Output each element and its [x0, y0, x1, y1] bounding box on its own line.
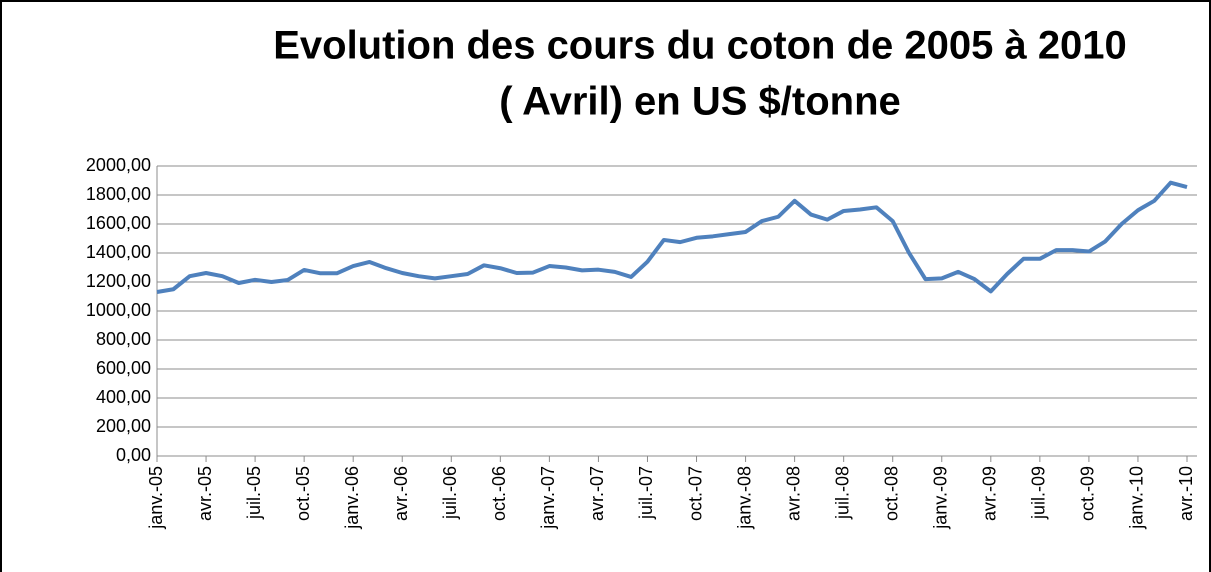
y-tick-label: 1200,00 — [86, 271, 151, 291]
x-tick-label: avr.-08 — [783, 466, 803, 521]
x-tick-label: oct.-06 — [489, 466, 509, 521]
x-tick-label: janv.-10 — [1127, 466, 1147, 530]
y-tick-label: 200,00 — [96, 416, 151, 436]
x-tick-label: juil.-06 — [440, 466, 460, 520]
y-tick-label: 1000,00 — [86, 300, 151, 320]
y-tick-label: 400,00 — [96, 387, 151, 407]
x-tick-label: janv.-09 — [931, 466, 951, 530]
x-tick-label: janv.-05 — [146, 466, 166, 530]
x-tick-label: juil.-09 — [1029, 466, 1049, 520]
y-tick-label: 0,00 — [116, 445, 151, 465]
x-tick-label: juil.-07 — [636, 466, 656, 520]
x-tick-label: juil.-08 — [832, 466, 852, 520]
line-series — [156, 180, 1188, 294]
x-tick-label: avr.-09 — [980, 466, 1000, 521]
x-tick-label: avr.-07 — [587, 466, 607, 521]
x-tick-label: oct.-09 — [1078, 466, 1098, 521]
x-tick-label: janv.-08 — [734, 466, 754, 530]
x-tick-label: juil.-05 — [244, 466, 264, 520]
x-tick-label: avr.-06 — [391, 466, 411, 521]
y-tick-label: 1400,00 — [86, 242, 151, 262]
y-tick-label: 1600,00 — [86, 213, 151, 233]
x-tick-label: oct.-08 — [881, 466, 901, 521]
chart-title: Evolution des cours du coton de 2005 à 2… — [273, 24, 1127, 68]
x-tick-label: janv.-06 — [342, 466, 362, 530]
y-tick-label: 2000,00 — [86, 155, 151, 175]
x-tick-label: oct.-05 — [293, 466, 313, 521]
x-tick-label: avr.-05 — [195, 466, 215, 521]
y-tick-label: 1800,00 — [86, 184, 151, 204]
y-tick-label: 600,00 — [96, 358, 151, 378]
x-tick-label: avr.-10 — [1176, 466, 1196, 521]
y-tick-label: 800,00 — [96, 329, 151, 349]
x-tick-label: oct.-07 — [685, 466, 705, 521]
chart-title: ( Avril) en US $/tonne — [499, 80, 901, 124]
x-tick-label: janv.-07 — [538, 466, 558, 530]
